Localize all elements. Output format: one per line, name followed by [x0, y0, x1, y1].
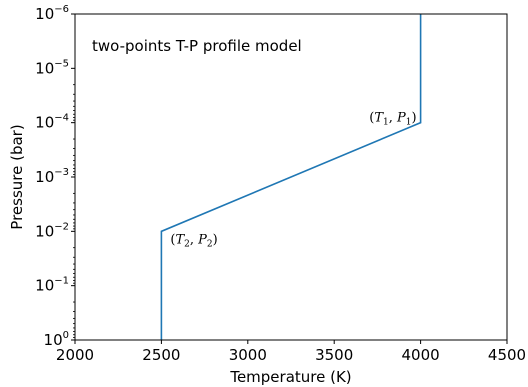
y-axis-label: Pressure (bar): [8, 124, 26, 229]
y-tick-label: 10−4: [35, 113, 69, 132]
point-label-1: (T1, P1): [369, 111, 416, 128]
y-tick-label: 10−3: [35, 167, 69, 186]
y-tick-label: 100: [44, 330, 69, 349]
chart-annotation: two-points T-P profile model: [92, 37, 302, 55]
y-tick-label: 10−5: [35, 58, 69, 77]
x-tick-label: 2500: [142, 346, 180, 364]
x-tick-label: 2000: [56, 346, 94, 364]
x-tick-label: 4500: [488, 346, 526, 364]
y-tick-label: 10−2: [35, 221, 69, 240]
x-axis-label: Temperature (K): [229, 368, 351, 386]
x-tick-label: 4000: [402, 346, 440, 364]
x-tick-label: 3000: [229, 346, 267, 364]
x-tick-label: 3500: [315, 346, 353, 364]
y-tick-label: 10−6: [35, 4, 69, 23]
point-label-2: (T2, P2): [170, 232, 217, 249]
y-tick-label: 10−1: [35, 276, 69, 295]
series-line-0: [160, 14, 422, 340]
